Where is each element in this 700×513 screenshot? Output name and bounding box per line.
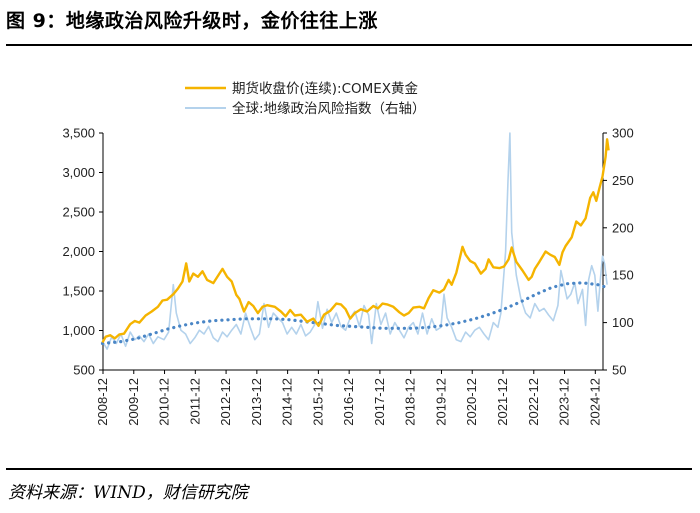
figure-title: 图 9：地缘政治风险升级时，金价往往上涨 (6, 10, 378, 32)
legend-label: 全球:地缘政治风险指数（右轴） (232, 100, 426, 117)
left-tick-label: 2,500 (62, 205, 95, 220)
x-tick-label: 2022-12 (526, 378, 541, 426)
series-line-risk-trend (100, 281, 609, 346)
x-tick-label: 2013-12 (249, 378, 264, 426)
x-tick-label: 2023-12 (557, 378, 572, 426)
axes: 500 1,000 1,500 2,000 2,500 3,000 3,500 50 100 15… (62, 126, 633, 426)
left-tick-label: 500 (73, 363, 95, 378)
x-tick-label: 2018-12 (403, 378, 418, 426)
left-tick-label: 2,000 (62, 244, 95, 259)
legend-label: 期货收盘价(连续):COMEX黄金 (232, 80, 419, 97)
x-tick-label: 2010-12 (157, 378, 172, 426)
source-note: 资料来源：WIND，财信研究院 (8, 483, 248, 503)
left-tick-label: 1,000 (62, 323, 95, 338)
x-tick-label: 2011-12 (187, 378, 202, 425)
series-line-geopolitical-risk (101, 132, 608, 350)
x-tick-label: 2016-12 (341, 378, 356, 426)
x-tick-label: 2014-12 (280, 378, 295, 426)
x-tick-label: 2019-12 (433, 378, 448, 426)
right-tick-label: 200 (612, 220, 634, 235)
x-tick-label: 2015-12 (310, 378, 325, 426)
title-rule (6, 44, 692, 46)
series-line-comex-gold (101, 138, 610, 343)
x-tick-label: 2009-12 (126, 378, 141, 426)
left-tick-label: 3,000 (62, 165, 95, 180)
right-tick-label: 300 (612, 126, 634, 141)
right-tick-label: 150 (612, 268, 634, 283)
left-tick-label: 1,500 (62, 284, 95, 299)
x-tick-label: 2024-12 (587, 378, 602, 426)
x-tick-label: 2020-12 (464, 378, 479, 426)
left-tick-label: 3,500 (62, 126, 95, 141)
right-tick-label: 250 (612, 173, 634, 188)
right-tick-label: 100 (612, 315, 634, 330)
x-tick-label: 2008-12 (95, 378, 110, 426)
source-rule (6, 468, 692, 470)
x-tick-label: 2021-12 (495, 378, 510, 426)
chart: 500 1,000 1,500 2,000 2,500 3,000 3,500 50 100 15… (62, 80, 633, 426)
x-tick-label: 2012-12 (218, 378, 233, 426)
series-layer (100, 132, 610, 350)
right-tick-label: 50 (612, 363, 626, 378)
x-tick-label: 2017-12 (372, 378, 387, 426)
